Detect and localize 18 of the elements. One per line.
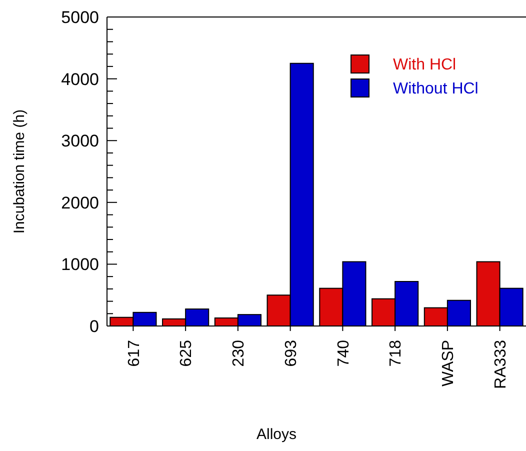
x-tick-label: 625 bbox=[178, 340, 196, 367]
x-tick-label: 693 bbox=[282, 340, 300, 367]
y-tick-label: 0 bbox=[90, 316, 99, 336]
y-tick-label: 1000 bbox=[61, 255, 99, 274]
x-tick-label: 230 bbox=[230, 340, 248, 367]
y-axis-title: Incubation time (h) bbox=[11, 109, 28, 234]
y-tick-label: 2000 bbox=[61, 193, 99, 212]
x-tick-label: 718 bbox=[388, 340, 405, 367]
legend-label: With HCl bbox=[393, 56, 456, 74]
y-tick-label: 3000 bbox=[61, 132, 99, 151]
y-tick-label: 5000 bbox=[61, 8, 99, 27]
x-tick-label: WASP bbox=[440, 340, 458, 387]
x-axis-title: Alloys bbox=[256, 426, 297, 443]
x-tick-label: 740 bbox=[335, 340, 352, 367]
x-tick-label: RA333 bbox=[492, 340, 510, 389]
legend-label: Without HCl bbox=[393, 80, 478, 98]
y-tick-label: 4000 bbox=[61, 70, 99, 89]
x-tick-label: 617 bbox=[126, 340, 143, 367]
